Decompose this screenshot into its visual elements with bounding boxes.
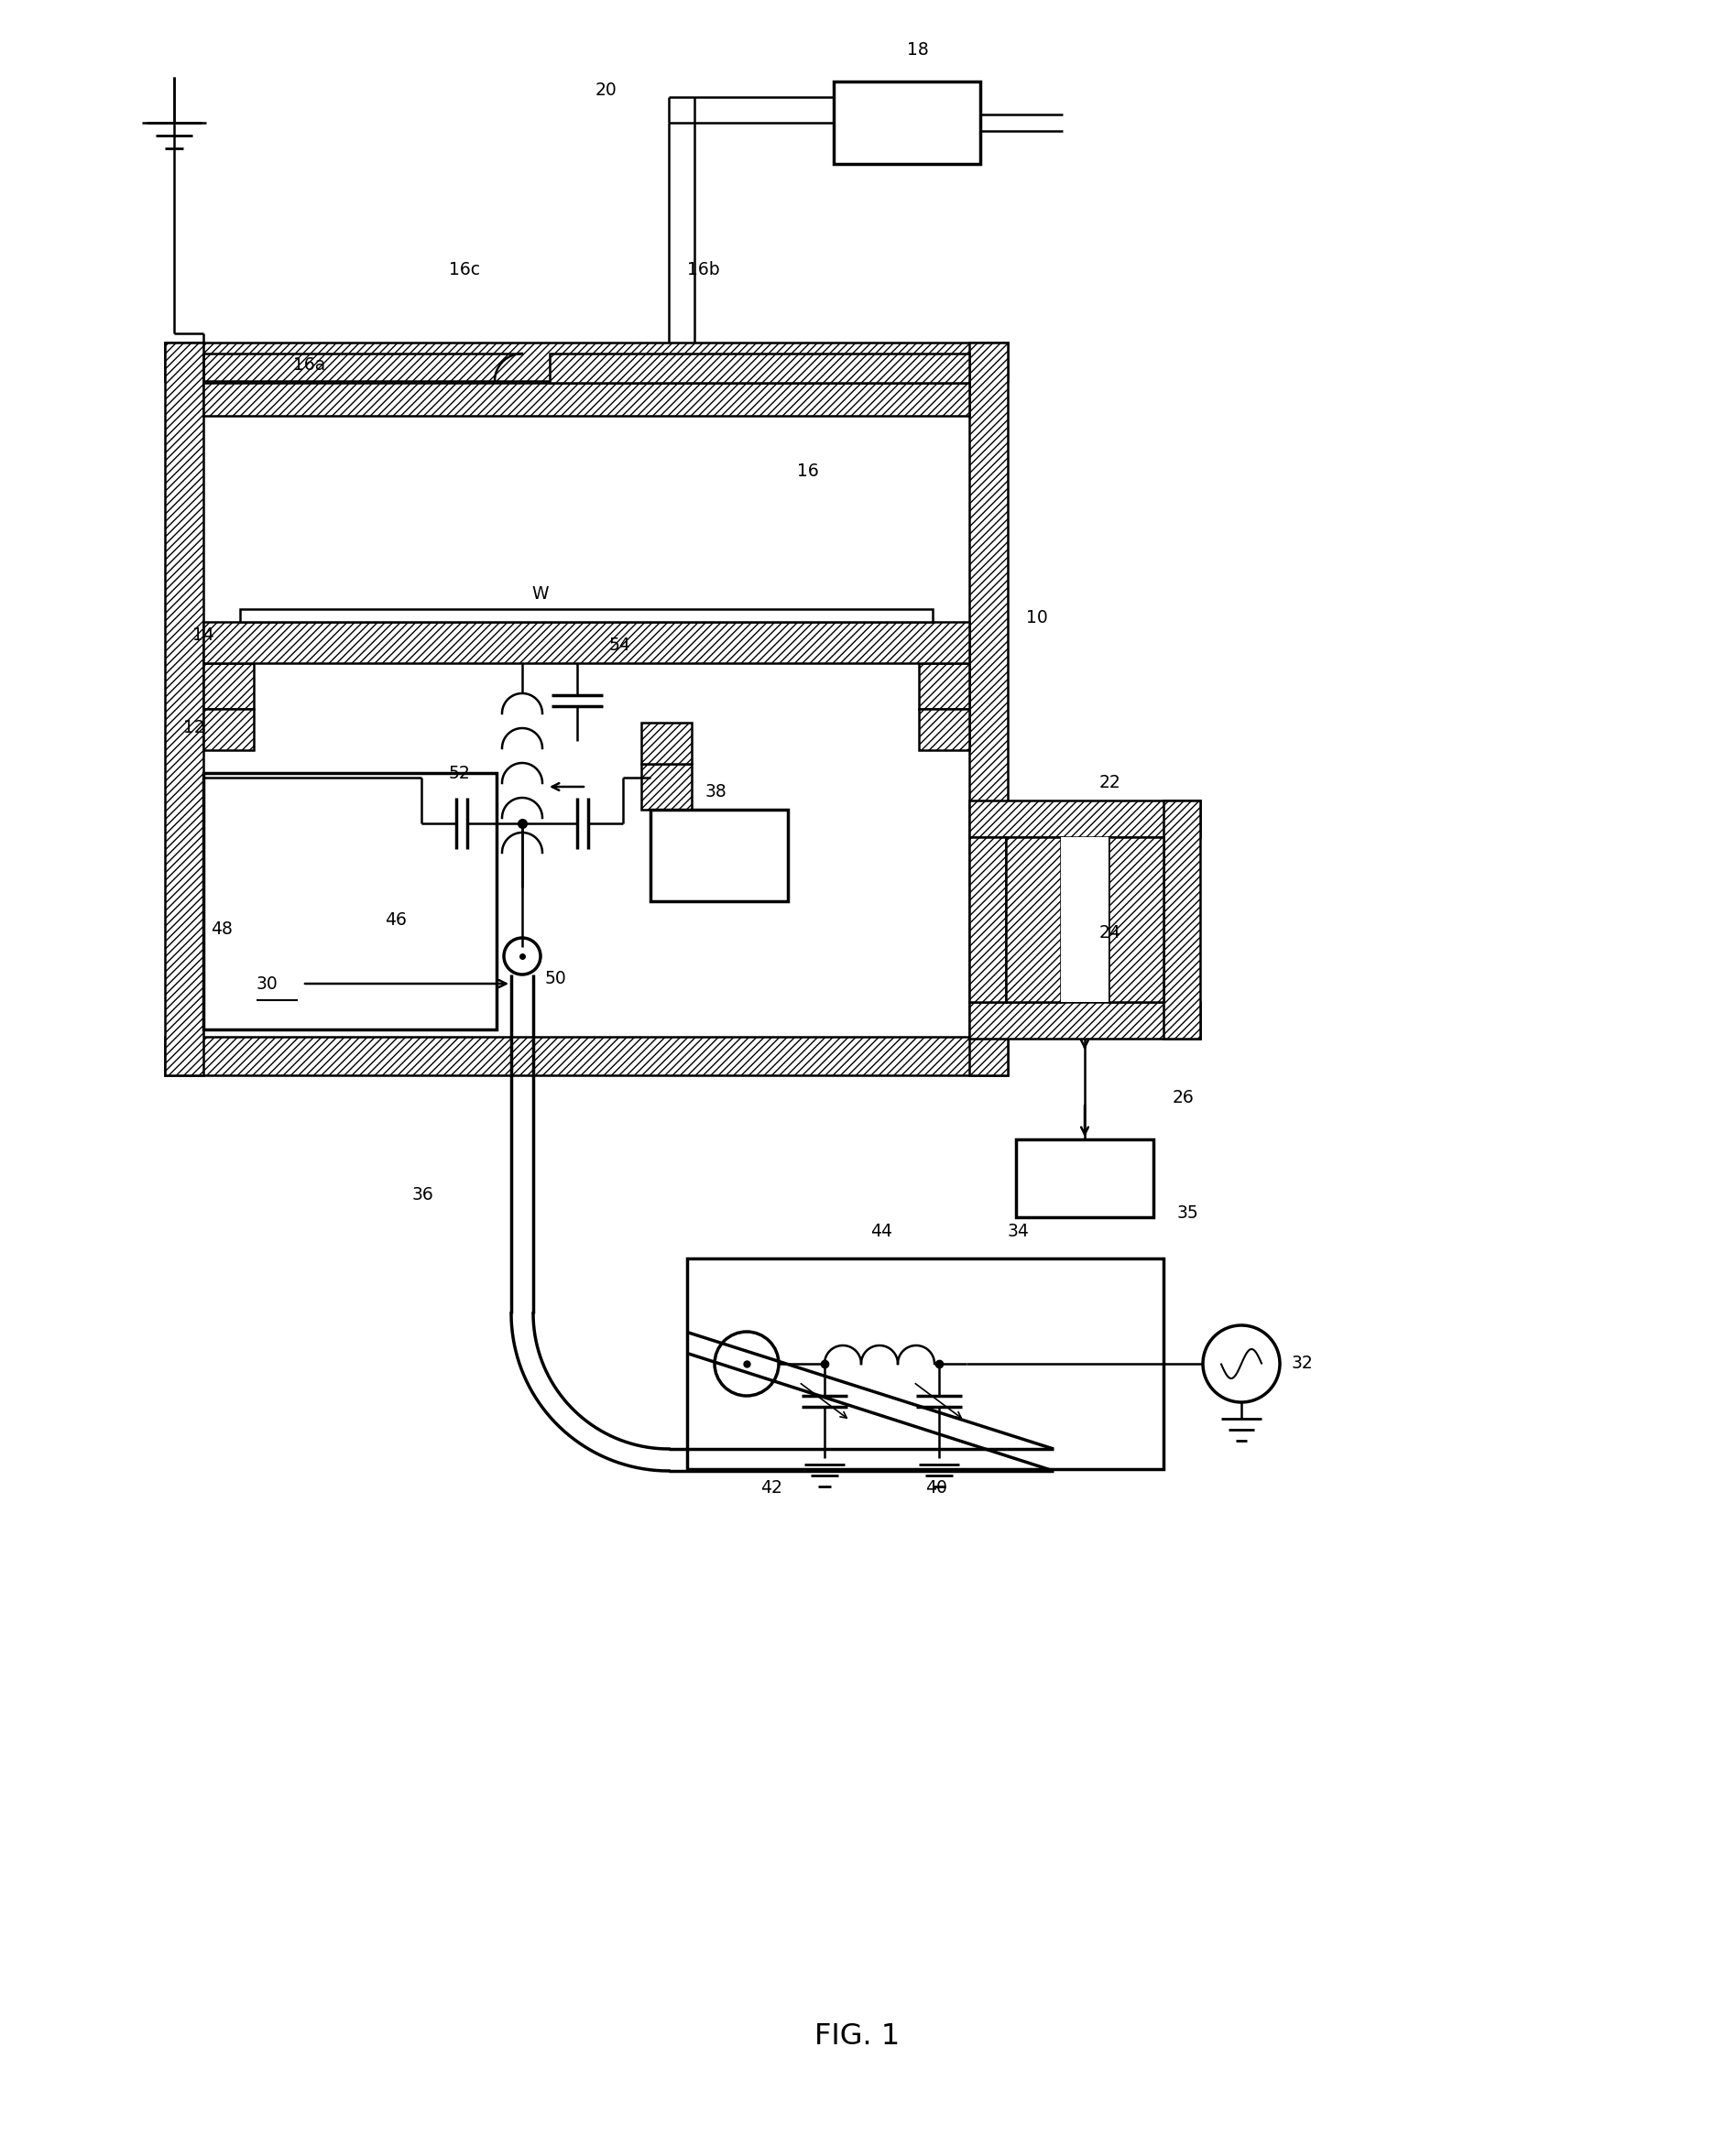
Bar [204,664,254,709]
Text: W: W [532,586,549,604]
Bar [204,774,497,1028]
Bar [165,1037,1008,1076]
Text: 40: 40 [926,1479,947,1496]
Bar [204,709,254,750]
Text: 30: 30 [257,975,278,992]
Bar [1108,837,1163,1003]
Bar [919,664,969,709]
Text: 32: 32 [1291,1356,1314,1373]
Text: 12: 12 [184,718,206,735]
Bar [650,811,787,901]
Text: 16b: 16b [688,261,720,278]
Text: 36: 36 [412,1186,434,1203]
Text: 18: 18 [907,41,930,58]
Text: 14: 14 [192,627,214,645]
Text: 38: 38 [705,783,727,800]
Text: 35: 35 [1176,1203,1199,1220]
Text: 16a: 16a [293,356,326,375]
Bar [204,382,969,1037]
Bar [165,343,204,1076]
Bar [240,608,933,621]
Bar [969,1003,1200,1039]
Bar [204,384,969,416]
Text: 10: 10 [1026,608,1048,625]
Text: 44: 44 [870,1222,892,1240]
Bar [1163,800,1200,1039]
Text: 22: 22 [1099,774,1122,791]
Text: 34: 34 [1008,1222,1029,1240]
Text: 42: 42 [760,1479,782,1496]
Text: 48: 48 [211,921,233,938]
Bar [551,354,969,384]
Bar [165,343,1008,382]
Text: 26: 26 [1173,1089,1194,1106]
Bar [969,837,1007,1003]
Text: FIG. 1: FIG. 1 [815,2022,900,2050]
Bar [1007,837,1062,1003]
Bar [969,800,1200,837]
Text: 16c: 16c [449,261,480,278]
Bar [204,621,969,664]
Bar [919,709,969,750]
Bar [833,82,981,164]
Bar [688,1259,1163,1468]
Text: 16: 16 [797,461,818,479]
Bar [641,763,691,811]
Text: 24: 24 [1099,925,1122,942]
Bar [1015,1138,1154,1218]
Text: 50: 50 [545,970,568,987]
Bar [969,343,1008,1076]
Text: 20: 20 [595,82,617,99]
Bar [1062,837,1108,1003]
Text: 52: 52 [449,765,470,783]
Text: 46: 46 [384,910,406,929]
Bar [641,722,691,763]
Text: 54: 54 [609,636,631,653]
